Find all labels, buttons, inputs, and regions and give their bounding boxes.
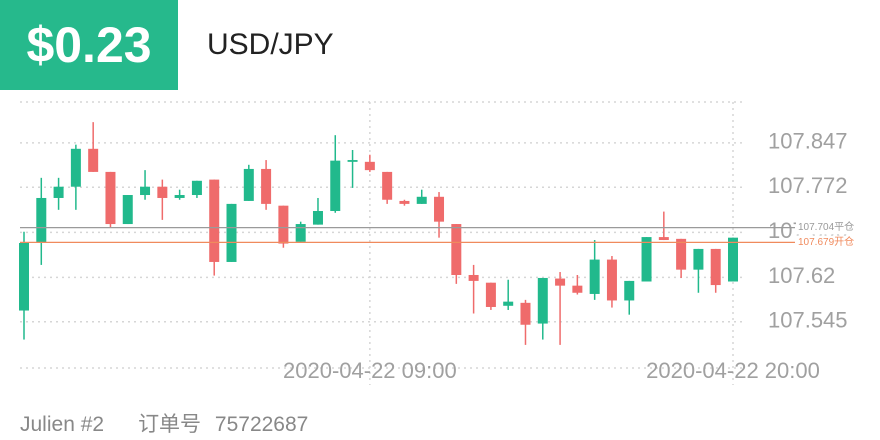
- candle-body: [606, 259, 617, 301]
- candle-body: [70, 148, 81, 187]
- candle-body: [122, 195, 133, 225]
- candle-body: [537, 277, 548, 324]
- candle-body: [589, 259, 600, 294]
- candle-body: [88, 148, 99, 172]
- profit-badge: $0.23: [0, 0, 178, 90]
- candle-body: [330, 160, 341, 212]
- y-tick-label: 107.62: [768, 263, 835, 288]
- candle-body: [140, 186, 151, 196]
- candle-body: [399, 200, 410, 204]
- candle-body: [278, 205, 289, 244]
- reference-label: 107.679开仓: [798, 235, 854, 248]
- candle-body: [105, 171, 116, 225]
- y-tick-label: 107.545: [768, 308, 848, 333]
- candle-body: [468, 274, 479, 281]
- chart: 107.847107.772107.696107.62107.5452020-0…: [19, 101, 880, 385]
- y-tick-label: 107.847: [768, 129, 848, 154]
- candle-body: [364, 161, 375, 171]
- candle-body: [382, 171, 393, 200]
- candle-body: [157, 186, 168, 198]
- y-tick-label: 107.772: [768, 173, 848, 198]
- candle-body: [347, 160, 358, 162]
- footer: Julien #2 订单号 75722687: [20, 408, 308, 438]
- order-number: 75722687: [214, 413, 309, 436]
- candle-body: [191, 180, 202, 196]
- account-name: Julien #2: [20, 413, 105, 436]
- candle-body: [19, 242, 29, 311]
- candle-body: [174, 195, 185, 198]
- candle-body: [295, 224, 306, 242]
- candle-body: [434, 196, 445, 222]
- candle-body: [243, 168, 254, 201]
- candle-body: [728, 237, 738, 282]
- candle-body: [261, 168, 272, 204]
- reference-label-bg: [796, 220, 880, 235]
- candle-body: [53, 186, 64, 198]
- candle-body: [209, 179, 220, 262]
- candle-body: [451, 224, 462, 275]
- candle-body: [555, 278, 566, 286]
- candle-body: [624, 280, 635, 301]
- x-tick-label: 2020-04-22 20:00: [646, 358, 820, 383]
- candle-body: [36, 197, 47, 243]
- candle-body: [572, 285, 583, 293]
- order-label: 订单号: [138, 413, 202, 436]
- candle-body: [710, 248, 721, 286]
- candle-body: [312, 211, 323, 225]
- candle-body: [641, 237, 652, 282]
- candle-body: [676, 238, 687, 270]
- candle-body: [503, 301, 514, 306]
- candle-body: [693, 248, 704, 270]
- candle-body: [226, 203, 237, 262]
- reference-label-bg: [796, 235, 880, 250]
- reference-label: 107.704平仓: [798, 220, 854, 233]
- candle-body: [520, 302, 531, 325]
- symbol-title: USD/JPY: [207, 28, 334, 61]
- candle-body: [485, 282, 496, 307]
- x-tick-label: 2020-04-22 09:00: [283, 358, 457, 383]
- candle-body: [658, 237, 669, 241]
- candle-body: [416, 196, 427, 204]
